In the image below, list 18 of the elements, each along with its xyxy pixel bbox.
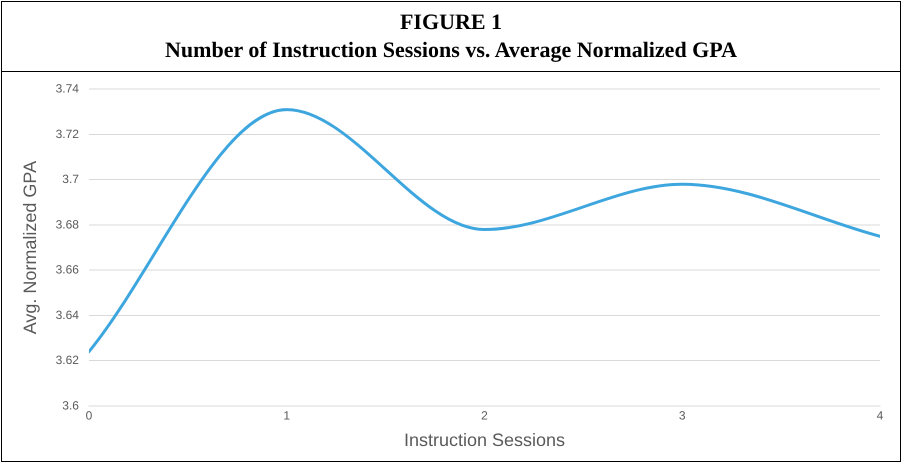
x-tick-label: 4: [876, 408, 884, 423]
y-tick-label: 3.74: [56, 82, 80, 96]
chart-subtitle: Number of Instruction Sessions vs. Average Normalized GPA: [164, 36, 738, 64]
y-axis-title: Avg. Normalized GPA: [20, 160, 40, 334]
line-series: [88, 108, 880, 354]
y-tick-label: 3.62: [56, 353, 80, 368]
chart-title: FIGURE 1: [398, 8, 504, 36]
x-tick-label: 2: [481, 408, 488, 423]
y-tick-label: 3.6: [62, 398, 80, 412]
y-tick-label: 3.72: [56, 126, 80, 141]
y-tick-label: 3.7: [62, 172, 80, 186]
y-tick-label: 3.68: [56, 217, 80, 232]
x-tick-label: 3: [678, 408, 686, 423]
x-tick-label: 1: [283, 408, 290, 423]
x-tick-label: 0: [86, 408, 93, 423]
y-tick-label: 3.64: [56, 308, 80, 322]
x-axis-title: Instruction Sessions: [404, 430, 566, 450]
y-tick-label: 3.66: [56, 262, 80, 277]
